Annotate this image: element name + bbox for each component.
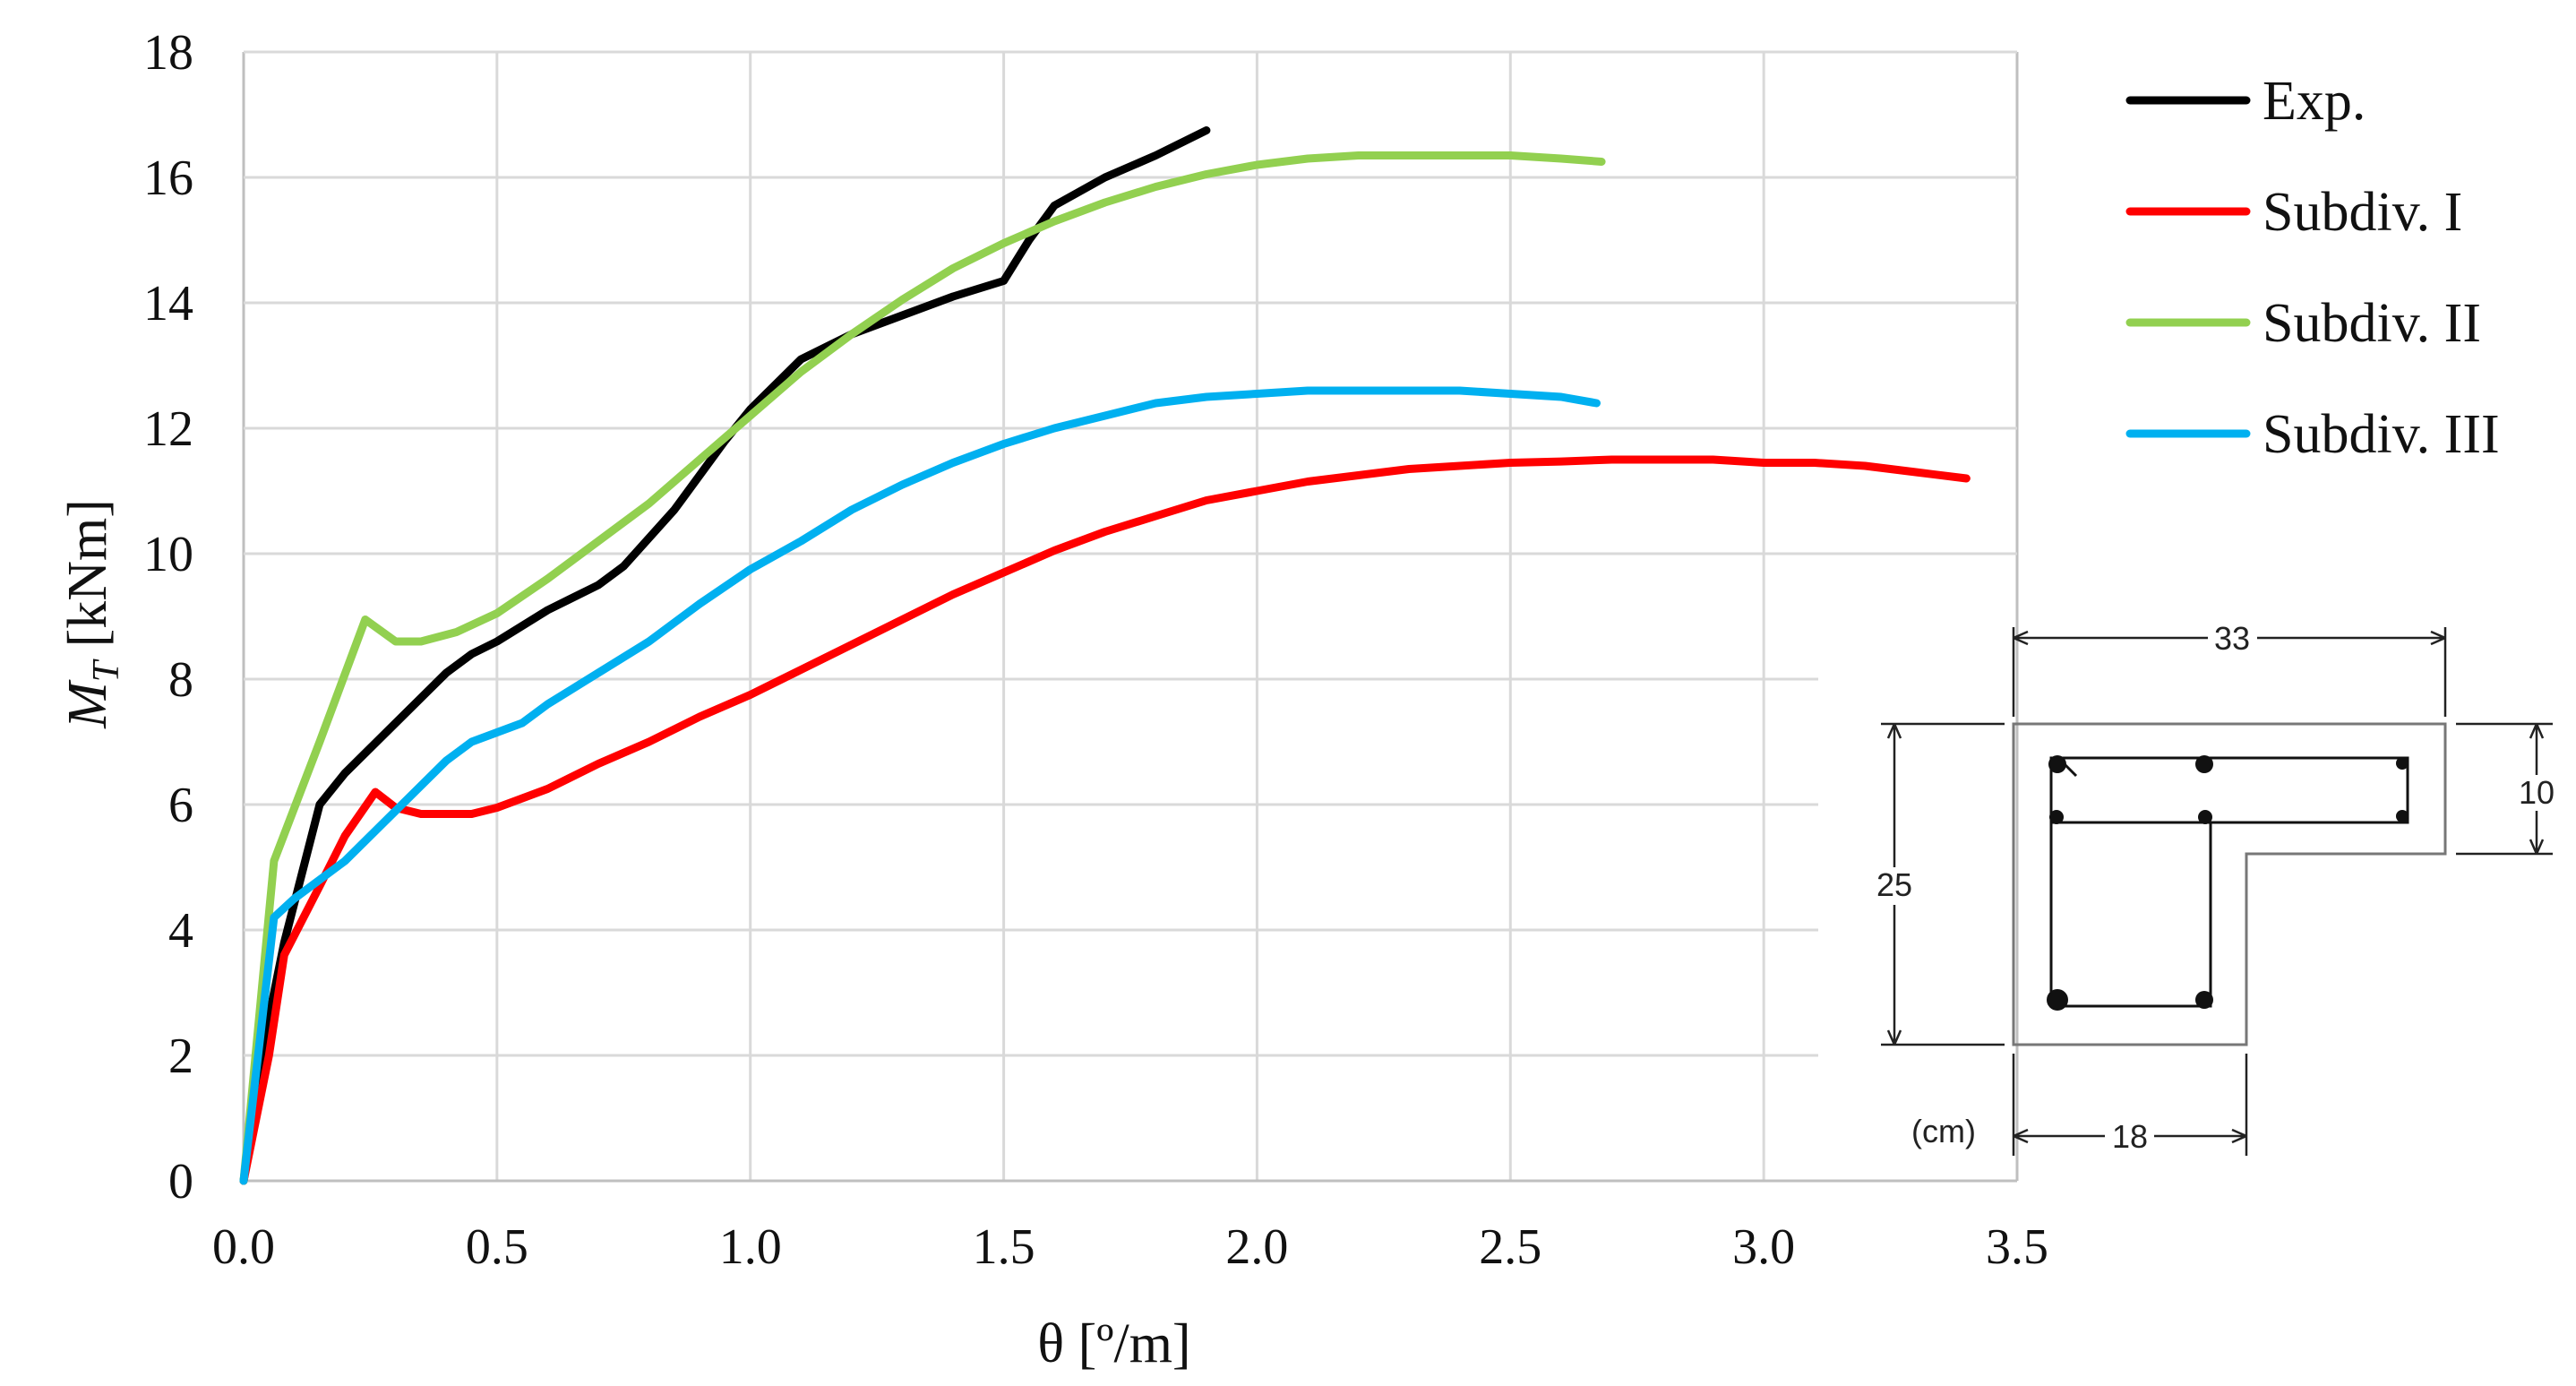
rebar — [2198, 810, 2212, 824]
dimension-line-right — [2456, 722, 2553, 856]
y-tick-label: 8 — [168, 652, 193, 708]
y-axis-title-subscript: T — [86, 659, 127, 682]
legend: Exp. Subdiv. I Subdiv. II Subdiv. III — [2125, 71, 2500, 465]
y-tick-label: 4 — [168, 903, 193, 959]
series-line-subdiv-iii — [239, 386, 1601, 1185]
series-line-subdiv-i — [239, 455, 1971, 1185]
x-tick-label: 2.5 — [1479, 1219, 1541, 1275]
y-tick-label: 2 — [168, 1029, 193, 1084]
dimension-line-left — [1881, 722, 2005, 1046]
section-outline — [2012, 722, 2447, 1046]
dimension-label-left: 25 — [1876, 866, 1912, 903]
dimension-label-right: 10 — [2519, 774, 2555, 811]
series-lines — [239, 126, 1971, 1185]
y-tick-label: 0 — [168, 1154, 193, 1210]
legend-label: Subdiv. II — [2263, 293, 2481, 354]
dimension-label-top: 33 — [2214, 620, 2250, 657]
y-tick-label: 18 — [143, 25, 193, 81]
stirrup-flange — [2049, 756, 2409, 824]
dimension-line-top — [2012, 627, 2447, 717]
x-gridlines — [242, 52, 2019, 1181]
units-label: (cm) — [1911, 1113, 1976, 1149]
y-tick-label: 14 — [143, 276, 193, 331]
y-tick-label: 16 — [143, 151, 193, 206]
rebar — [2195, 991, 2213, 1009]
legend-label: Subdiv. III — [2263, 404, 2500, 465]
x-tick-label: 0.0 — [212, 1219, 275, 1275]
stirrup-hook — [2058, 758, 2078, 778]
x-tick-label: 0.5 — [466, 1219, 528, 1275]
series-line-exp — [239, 126, 1211, 1185]
y-axis-title: MT [kNm] — [57, 499, 127, 729]
dimension-label-bottom: 18 — [2112, 1118, 2148, 1155]
series-line-subdiv-ii — [239, 151, 1606, 1185]
rebar — [2049, 810, 2064, 824]
y-gridlines — [244, 50, 2017, 1183]
x-axis-title: θ [º/m] — [1037, 1313, 1190, 1374]
y-axis-title-symbol: M — [57, 679, 118, 729]
y-tick-labels: 0 2 4 6 8 10 12 14 16 18 — [143, 25, 193, 1210]
x-tick-label: 2.0 — [1225, 1219, 1288, 1275]
legend-label: Exp. — [2263, 71, 2366, 132]
stirrup-web — [2049, 821, 2212, 1008]
legend-label: Subdiv. I — [2263, 182, 2462, 243]
y-tick-label: 6 — [168, 778, 193, 833]
rebar — [2396, 810, 2409, 822]
rebar — [2195, 755, 2213, 773]
x-tick-label: 1.0 — [719, 1219, 782, 1275]
dimension-line-bottom — [2012, 1054, 2248, 1156]
cross-section-inset: 33 10 25 18 (cm) — [1876, 620, 2555, 1156]
x-tick-labels: 0.0 0.5 1.0 1.5 2.0 2.5 3.0 3.5 — [212, 1219, 2048, 1275]
rebar — [2396, 757, 2409, 770]
x-tick-label: 1.5 — [973, 1219, 1035, 1275]
x-tick-label: 3.5 — [1986, 1219, 2048, 1275]
y-tick-label: 10 — [143, 527, 193, 582]
x-tick-label: 3.0 — [1732, 1219, 1795, 1275]
y-tick-label: 12 — [143, 401, 193, 457]
y-axis-title-unit: [kNm] — [57, 499, 118, 661]
rebars — [2047, 755, 2409, 1011]
rebar — [2047, 989, 2068, 1011]
